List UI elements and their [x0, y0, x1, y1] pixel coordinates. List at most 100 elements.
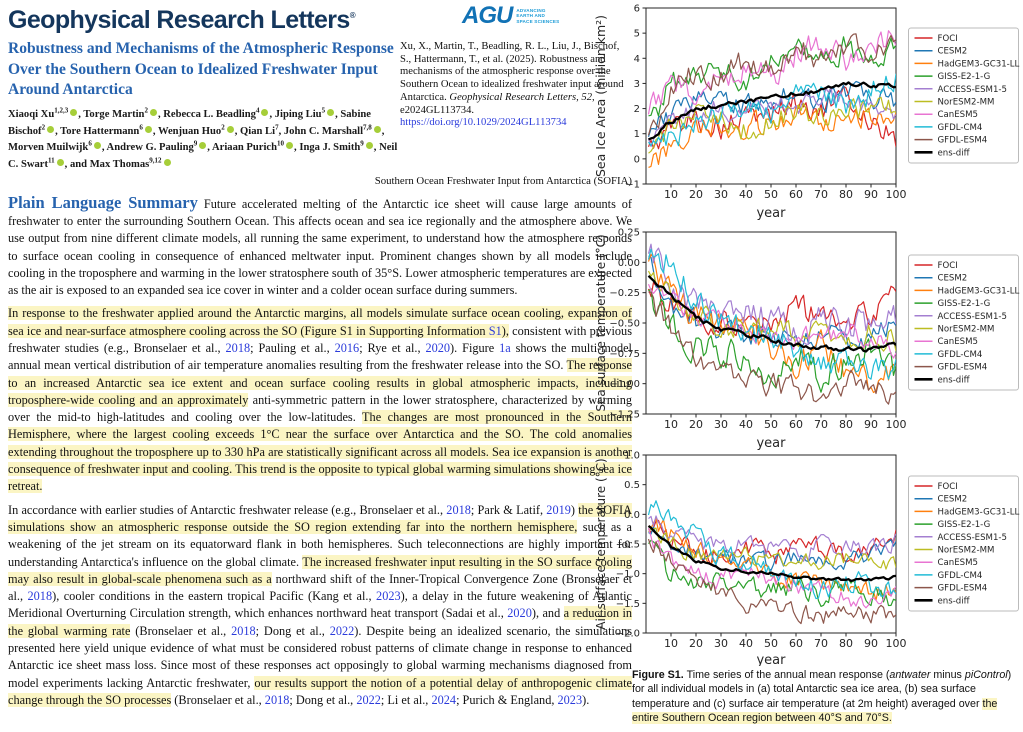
author-affiliation-sup: 7,8 — [363, 123, 372, 132]
reference-link[interactable]: 2020 — [425, 341, 451, 355]
article-title: Robustness and Mechanisms of the Atmosph… — [8, 40, 394, 98]
author-affiliation-sup: 2 — [41, 123, 46, 132]
legend-label: NorESM2-MM — [938, 325, 995, 335]
legend-label: CanESM5 — [938, 110, 978, 120]
orcid-icon[interactable] — [365, 142, 373, 150]
text-run: ; Rye et al., — [359, 341, 426, 355]
series-line-ACCESS-ESM1-5 — [647, 243, 896, 345]
author: John C. Marshall7,8, — [283, 123, 385, 137]
reference-link[interactable]: 2019 — [546, 502, 571, 517]
y-axis-label: Sea surface temperature (°C) — [594, 234, 608, 411]
reference-link[interactable]: 1a — [499, 341, 511, 355]
orcid-icon[interactable] — [373, 125, 381, 133]
reference-link[interactable]: https://doi.org/10.1029/2024GL113734 — [400, 117, 567, 129]
x-tick-label: 90 — [864, 188, 878, 201]
text-run: Figure S1. — [632, 669, 687, 681]
reference-link[interactable]: 2018 — [225, 341, 251, 355]
series-line-NorESM2-MM — [648, 527, 896, 571]
header-grid: Geophysical Research Letters® Robustness… — [8, 2, 632, 171]
author: Qian Li7, — [240, 123, 284, 137]
series-line-GFDL-CM4 — [648, 73, 896, 147]
x-tick-label: 10 — [664, 188, 678, 201]
reference-link[interactable]: 2024 — [431, 692, 457, 707]
legend-label: CESM2 — [938, 47, 968, 57]
agu-tagline: ADVANCING EARTH AND SPACE SCIENCES — [516, 8, 559, 24]
text-run: ; Li et al., — [380, 692, 432, 707]
reference-link[interactable]: S1 — [488, 323, 502, 338]
x-tick-label: 70 — [814, 188, 828, 201]
reference-link[interactable]: 2023 — [376, 589, 401, 604]
reference-link[interactable]: 2020 — [507, 606, 532, 621]
orcid-icon[interactable] — [226, 125, 234, 133]
x-tick-label: 60 — [789, 418, 803, 431]
orcid-icon[interactable] — [261, 109, 269, 117]
author: Sabine Bischof2, — [8, 109, 371, 137]
author-affiliation-sup: 2 — [144, 106, 148, 115]
y-tick-label: 3 — [634, 79, 640, 90]
legend-label: ens-diff — [938, 596, 971, 606]
legend: FOCI CESM2 HadGEM3-GC31-LL GISS-E2-1-G ACCES… — [908, 254, 1020, 391]
legend-label: CanESM5 — [938, 337, 978, 347]
legend-label: GISS-E2-1-G — [938, 299, 991, 309]
legend-label: GFDL-ESM4 — [938, 136, 988, 146]
text-run: Future accelerated melting of the Antarc… — [8, 196, 632, 298]
text-run: Xu, X., Martin, T., Beadling, R. L., Liu… — [400, 41, 624, 103]
orcid-icon[interactable] — [56, 158, 64, 166]
legend-label: GFDL-ESM4 — [938, 363, 988, 373]
author: Jiping Liu5, — [274, 106, 341, 121]
reference-link[interactable]: 2018 — [27, 589, 53, 604]
orcid-icon[interactable] — [149, 109, 157, 117]
author: Rebecca L. Beadling4, — [163, 106, 275, 121]
author: Xiaoqi Xu1,2,3, — [8, 106, 84, 121]
orcid-icon[interactable] — [199, 142, 207, 150]
x-tick-label: 80 — [839, 637, 853, 650]
y-tick-label: −0.25 — [609, 288, 640, 299]
legend-label: GISS-E2-1-G — [938, 72, 991, 82]
orcid-icon[interactable] — [47, 125, 55, 133]
y-tick-label: −1.5 — [616, 599, 640, 610]
orcid-icon[interactable] — [93, 142, 101, 150]
author-affiliation-sup: 9,12 — [149, 156, 162, 165]
orcid-icon[interactable] — [327, 109, 335, 117]
text-run: ; Park & Latif, — [470, 502, 547, 517]
reference-link[interactable]: 2016 — [334, 341, 360, 355]
x-tick-label: 60 — [789, 637, 803, 650]
x-tick-label: 80 — [839, 188, 853, 201]
series-line-GISS-E2-1-G — [648, 288, 896, 393]
text-run: ). Figure — [450, 341, 500, 355]
reference-link[interactable]: 2022 — [356, 692, 381, 707]
series-line-HadGEM3-GC31-LL — [648, 105, 896, 168]
legend-label: GFDL-CM4 — [938, 571, 983, 581]
x-tick-label: 40 — [739, 188, 753, 201]
x-tick-label: 20 — [689, 188, 703, 201]
x-tick-label: 100 — [886, 418, 907, 431]
series-line-ens-diff — [648, 81, 896, 141]
series-line-GFDL-ESM4 — [647, 33, 896, 136]
orcid-icon[interactable] — [286, 142, 294, 150]
orcid-icon[interactable] — [70, 109, 78, 117]
author: and Max Thomas9,12 — [70, 156, 172, 170]
reference-link[interactable]: 2018 — [446, 502, 471, 517]
legend-label: FOCI — [938, 482, 958, 492]
reference-link[interactable]: 2022 — [329, 623, 355, 638]
reference-link[interactable]: 2018 — [264, 692, 290, 707]
reference-link[interactable]: 2023 — [557, 692, 583, 707]
reference-link[interactable]: 2018 — [231, 623, 256, 638]
text-run: anti-symmetric pattern in the lower stra… — [8, 392, 632, 425]
legend-label: HadGEM3-GC31-LL — [938, 507, 1020, 517]
x-tick-label: 60 — [789, 188, 803, 201]
x-tick-label: 70 — [814, 637, 828, 650]
orcid-icon[interactable] — [144, 125, 152, 133]
x-axis-label: year — [756, 436, 786, 450]
legend-label: CESM2 — [938, 495, 968, 505]
y-tick-label: −0.5 — [616, 540, 640, 551]
pls-paragraph-2: In response to the freshwater applied ar… — [8, 305, 632, 495]
x-tick-label: 10 — [664, 418, 678, 431]
series-line-CanESM5 — [647, 30, 896, 115]
y-tick-label: 1.0 — [624, 451, 640, 462]
y-tick-label: −1.25 — [609, 410, 640, 421]
y-tick-label: 6 — [634, 4, 640, 15]
legend-label: CanESM5 — [938, 558, 978, 568]
orcid-icon[interactable] — [163, 158, 171, 166]
